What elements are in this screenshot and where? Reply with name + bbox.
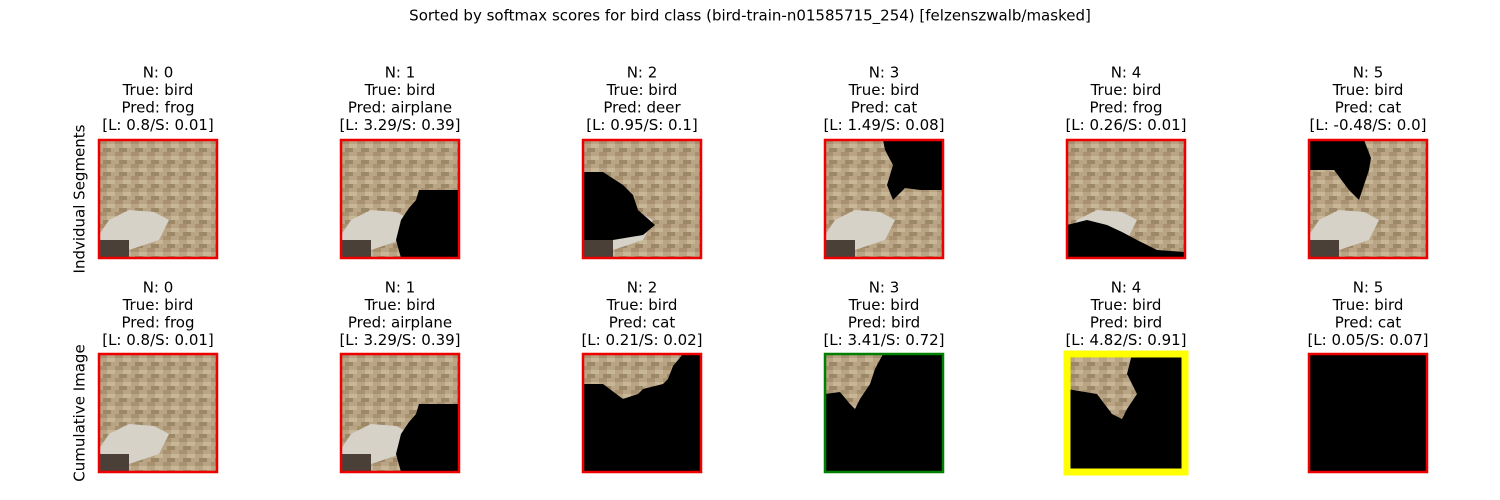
panel-title-line: N: 4 [1111, 279, 1142, 297]
panel-title-line: N: 4 [1111, 64, 1142, 82]
panel-title-line: True: bird [606, 81, 678, 99]
panel-border [1307, 352, 1429, 474]
panel-title-line: [L: 0.8/S: 0.01] [102, 331, 214, 349]
panel-border [97, 138, 219, 260]
panel-title-line: N: 3 [869, 64, 900, 82]
panel-title-line: Pred: frog [121, 99, 194, 117]
panel-title-line: N: 2 [627, 64, 658, 82]
mask [396, 404, 459, 472]
panel-title-line: True: bird [1090, 296, 1162, 314]
panel-title-line: True: bird [122, 296, 194, 314]
mask [825, 354, 943, 472]
mask [1309, 354, 1427, 472]
panel-title-line: [L: 1.49/S: 0.08] [823, 116, 944, 134]
image-dark-region [583, 240, 613, 258]
panel-title-line: [L: 0.8/S: 0.01] [102, 116, 214, 134]
mask [1067, 220, 1185, 258]
panel-title-line: True: bird [364, 81, 436, 99]
panel-title-line: Pred: bird [848, 314, 920, 332]
image-dark-region [1309, 240, 1339, 258]
panel-title-line: Pred: airplane [348, 99, 452, 117]
panel-border [1065, 138, 1187, 260]
panel-title-line: [L: 0.21/S: 0.02] [581, 331, 702, 349]
panel-title-line: Pred: cat [609, 314, 676, 332]
panel-title-line: N: 0 [143, 279, 174, 297]
panel-title-line: [L: 3.41/S: 0.72] [823, 331, 944, 349]
panel-title-line: [L: 0.05/S: 0.07] [1307, 331, 1428, 349]
segment-image [825, 354, 943, 472]
panel-border [339, 138, 461, 260]
panel-title-line: [L: 3.29/S: 0.39] [339, 331, 460, 349]
panel-title-line: N: 5 [1353, 64, 1384, 82]
panel-title-line: True: bird [606, 296, 678, 314]
panel-border [823, 352, 945, 474]
segment-image [1309, 140, 1427, 258]
panel-border [581, 138, 703, 260]
panel-title-line: True: bird [1332, 81, 1404, 99]
panel-border [97, 352, 219, 474]
segment-image [583, 140, 701, 258]
mask [396, 190, 459, 258]
panel-title-line: N: 3 [869, 279, 900, 297]
figure-title: Sorted by softmax scores for bird class … [409, 7, 1091, 26]
panel-title-line: Pred: cat [851, 99, 918, 117]
panel-title-line: [L: -0.48/S: 0.0] [1310, 116, 1427, 134]
image-dark-region [825, 240, 855, 258]
mask [883, 140, 943, 200]
panel-title-line: True: bird [1090, 81, 1162, 99]
segment-image [99, 140, 217, 258]
panel-title-line: Pred: airplane [348, 314, 452, 332]
panel-title-line: True: bird [848, 296, 920, 314]
panel-title-line: [L: 0.95/S: 0.1] [586, 116, 698, 134]
panel-title-line: Pred: cat [1335, 99, 1402, 117]
segment-image [825, 140, 943, 258]
panel-title-line: [L: 0.26/S: 0.01] [1065, 116, 1186, 134]
segment-image [1309, 354, 1427, 472]
image-dark-region [99, 454, 129, 472]
panel-border [1307, 138, 1429, 260]
panel-title-line: N: 0 [143, 64, 174, 82]
segment-image [583, 354, 701, 472]
panel-border [1063, 350, 1189, 476]
panel-title-line: N: 5 [1353, 279, 1384, 297]
panel-border [339, 352, 461, 474]
panel-title-line: [L: 3.29/S: 0.39] [339, 116, 460, 134]
mask [1067, 354, 1185, 472]
image-dark-region [99, 240, 129, 258]
panel-title-line: N: 2 [627, 279, 658, 297]
panel-title-line: N: 1 [385, 279, 416, 297]
panel-title-line: True: bird [122, 81, 194, 99]
mask [583, 172, 655, 240]
segment-image [1067, 140, 1185, 258]
segment-image [341, 354, 459, 472]
panel-title-line: True: bird [364, 296, 436, 314]
row-label: Indvidual Segments [71, 124, 89, 273]
panel-title-line: Pred: bird [1090, 314, 1162, 332]
segment-image [99, 354, 217, 472]
panel-title-line: Pred: frog [1089, 99, 1162, 117]
panel-title-line: Pred: frog [121, 314, 194, 332]
panel-title-line: N: 1 [385, 64, 416, 82]
image-dark-region [341, 240, 371, 258]
panel-border [581, 352, 703, 474]
panel-border [823, 138, 945, 260]
image-dark-region [341, 454, 371, 472]
row-label: Cumulative Image [71, 344, 89, 481]
mask [1309, 140, 1371, 200]
panel-title-line: Pred: deer [603, 99, 681, 117]
panel-title-line: Pred: cat [1335, 314, 1402, 332]
panel-title-line: [L: 4.82/S: 0.91] [1065, 331, 1186, 349]
panel-title-line: True: bird [848, 81, 920, 99]
segment-image [341, 140, 459, 258]
segment-image [1067, 354, 1185, 472]
panel-title-line: True: bird [1332, 296, 1404, 314]
mask [583, 354, 701, 472]
